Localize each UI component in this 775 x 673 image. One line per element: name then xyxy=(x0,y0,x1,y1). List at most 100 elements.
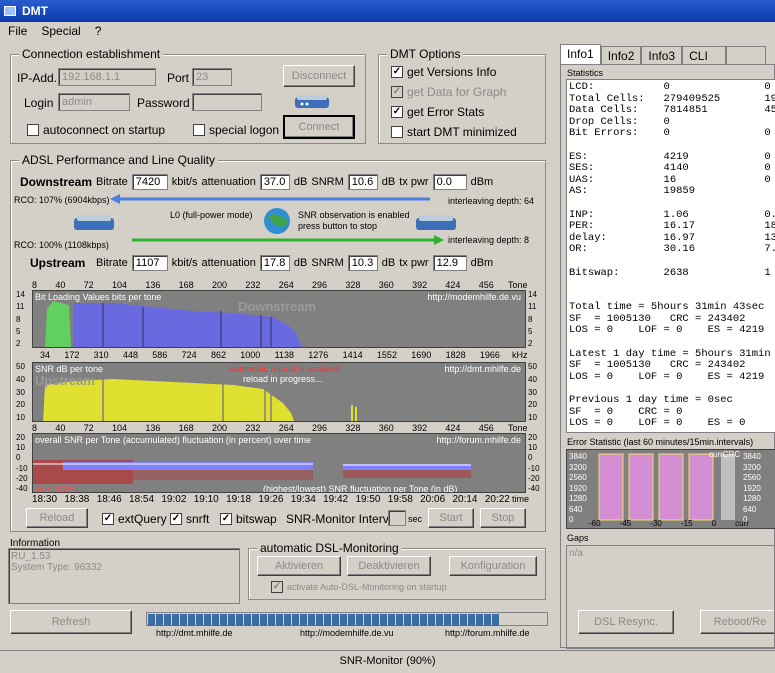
y-tick: 14 xyxy=(528,290,537,299)
sec-label: sec xyxy=(408,514,423,524)
up-bitrate-value: 1107 xyxy=(131,255,168,271)
y-tick: 20 xyxy=(16,433,25,442)
modem-right-icon xyxy=(416,215,456,230)
reboot-button[interactable]: Reboot/Re xyxy=(700,610,775,634)
tone-tick: 360 xyxy=(378,280,394,290)
extquery-option[interactable]: ✓ extQuery xyxy=(102,512,167,526)
tab-cli[interactable]: CLI xyxy=(682,46,727,64)
time-tick: 20:06 xyxy=(420,494,446,505)
error-y-tick: 3840 xyxy=(743,452,761,461)
error-stats-option[interactable]: ✓ get Error Stats xyxy=(391,105,484,119)
progress-segment xyxy=(332,614,339,626)
tone-tick: 8 xyxy=(32,280,38,290)
khz-tick: 586 xyxy=(152,350,168,360)
error-stats-checkbox[interactable]: ✓ xyxy=(391,106,403,118)
link-dmt[interactable]: http://dmt.mhilfe.de xyxy=(156,628,233,638)
interval-field[interactable] xyxy=(388,510,406,526)
menu-file[interactable]: File xyxy=(8,24,28,38)
tone-tick: 360 xyxy=(378,423,394,433)
error-x-tick: -60 xyxy=(589,519,601,528)
link-forum[interactable]: http://forum.mhilfe.de xyxy=(445,628,530,638)
autoconnect-label: autoconnect on startup xyxy=(43,123,166,137)
graph1-title: Bit Loading Values bits per tone xyxy=(35,292,162,302)
snrft-option[interactable]: ✓ snrft xyxy=(170,512,209,526)
error-y-tick: 1280 xyxy=(569,494,587,503)
configuration-button[interactable]: Konfiguration xyxy=(449,556,537,576)
info-line2: System Type: 96332 xyxy=(11,562,102,573)
versions-option[interactable]: ✓ get Versions Info xyxy=(391,65,496,79)
error-x-tick: -30 xyxy=(650,519,662,528)
ip-field[interactable] xyxy=(58,68,156,86)
stop-button[interactable]: Stop xyxy=(480,508,526,528)
khz-tick: 1000 xyxy=(240,350,261,360)
auto-startup-checkbox[interactable]: ✓ xyxy=(271,581,283,593)
error-stat-title: Error Statistic (last 60 minutes/15min.i… xyxy=(567,437,754,447)
y-tick: 20 xyxy=(16,400,25,410)
progress-segment xyxy=(476,614,483,626)
versions-checkbox[interactable]: ✓ xyxy=(391,66,403,78)
error-yaxis-right: 3840 3200 2560 1920 1280 640 0 xyxy=(743,452,773,526)
special-logon-checkbox[interactable] xyxy=(193,124,205,136)
tone-tick: 104 xyxy=(111,280,128,290)
data-graph-checkbox[interactable]: ✓ xyxy=(391,86,403,98)
khz-tick: 448 xyxy=(122,350,138,360)
reload-enabled-label: automatic reload is enabled xyxy=(229,364,340,374)
snrft-checkbox[interactable]: ✓ xyxy=(170,513,182,525)
start-button[interactable]: Start xyxy=(428,508,474,528)
graph3-title: overall SNR per Tone (accumulated) fluct… xyxy=(35,435,311,445)
graph2-yaxis-right: 50 40 30 20 10 xyxy=(528,362,544,422)
bit-loading-plot xyxy=(45,301,303,347)
autoconnect-option[interactable]: autoconnect on startup xyxy=(27,123,165,137)
progress-segment xyxy=(172,614,179,626)
reload-button[interactable]: Reload xyxy=(26,508,88,528)
status-text: SNR-Monitor (90%) xyxy=(339,654,436,667)
up-snrm-unit: dB xyxy=(381,257,396,269)
progress-segment xyxy=(420,614,427,626)
khz-tick: 1966 xyxy=(479,350,500,360)
y-tick: 50 xyxy=(16,362,25,371)
port-label: Port xyxy=(167,71,190,85)
progress-segment xyxy=(484,614,491,626)
tab-info2[interactable]: Info2 xyxy=(600,46,642,64)
progress-segment xyxy=(372,614,379,626)
bitswap-checkbox[interactable]: ✓ xyxy=(220,513,232,525)
start-min-checkbox[interactable] xyxy=(391,126,403,138)
refresh-button[interactable]: Refresh xyxy=(10,610,132,634)
extquery-checkbox[interactable]: ✓ xyxy=(102,513,114,525)
password-field[interactable] xyxy=(192,93,262,111)
bitswap-option[interactable]: ✓ bitswap xyxy=(220,512,277,526)
y-tick: -10 xyxy=(528,463,540,473)
connect-button[interactable]: Connect xyxy=(283,115,355,139)
auto-startup-label: activate Auto-DSL-Monitoring on startup xyxy=(287,582,447,592)
deactivate-button[interactable]: Deaktivieren xyxy=(347,556,431,576)
login-field[interactable] xyxy=(58,93,130,111)
resync-button[interactable]: DSL Resync. xyxy=(578,610,674,634)
link-modemhilfe[interactable]: http://modemhilfe.de.vu xyxy=(300,628,394,638)
khz-tick: 1690 xyxy=(411,350,432,360)
disconnect-button[interactable]: Disconnect xyxy=(283,65,355,87)
tab-info1[interactable]: Info1 xyxy=(560,44,601,64)
y-tick: 20 xyxy=(528,433,537,442)
autoconnect-checkbox[interactable] xyxy=(27,124,39,136)
progress-segment xyxy=(316,614,323,626)
tab-info3[interactable]: Info3 xyxy=(641,46,683,64)
title-bar: DMT xyxy=(0,0,775,22)
special-logon-option[interactable]: special logon xyxy=(193,123,279,137)
tone-tick: 328 xyxy=(345,423,361,433)
data-graph-option[interactable]: ✓ get Data for Graph xyxy=(391,85,506,99)
port-field[interactable] xyxy=(192,68,232,86)
auto-startup-option[interactable]: ✓ activate Auto-DSL-Monitoring on startup xyxy=(271,581,447,593)
snr-area xyxy=(43,379,295,421)
graph3-time-axis: 18:30 18:38 18:46 18:54 19:02 19:10 19:18 19:26… xyxy=(32,494,510,505)
activate-button[interactable]: Aktivieren xyxy=(257,556,341,576)
progress-segment xyxy=(348,614,355,626)
error-y-tick: 1920 xyxy=(569,483,587,493)
start-min-option[interactable]: start DMT minimized xyxy=(391,125,517,139)
start-min-label: start DMT minimized xyxy=(407,125,517,139)
tone-tick: 168 xyxy=(178,280,194,290)
menu-help[interactable]: ? xyxy=(94,24,102,38)
y-tick: 30 xyxy=(16,387,25,397)
menu-special[interactable]: Special xyxy=(41,24,81,38)
tab-extra[interactable] xyxy=(726,46,767,64)
connection-group: Connection establishment IP-Add. Port Di… xyxy=(10,47,366,144)
